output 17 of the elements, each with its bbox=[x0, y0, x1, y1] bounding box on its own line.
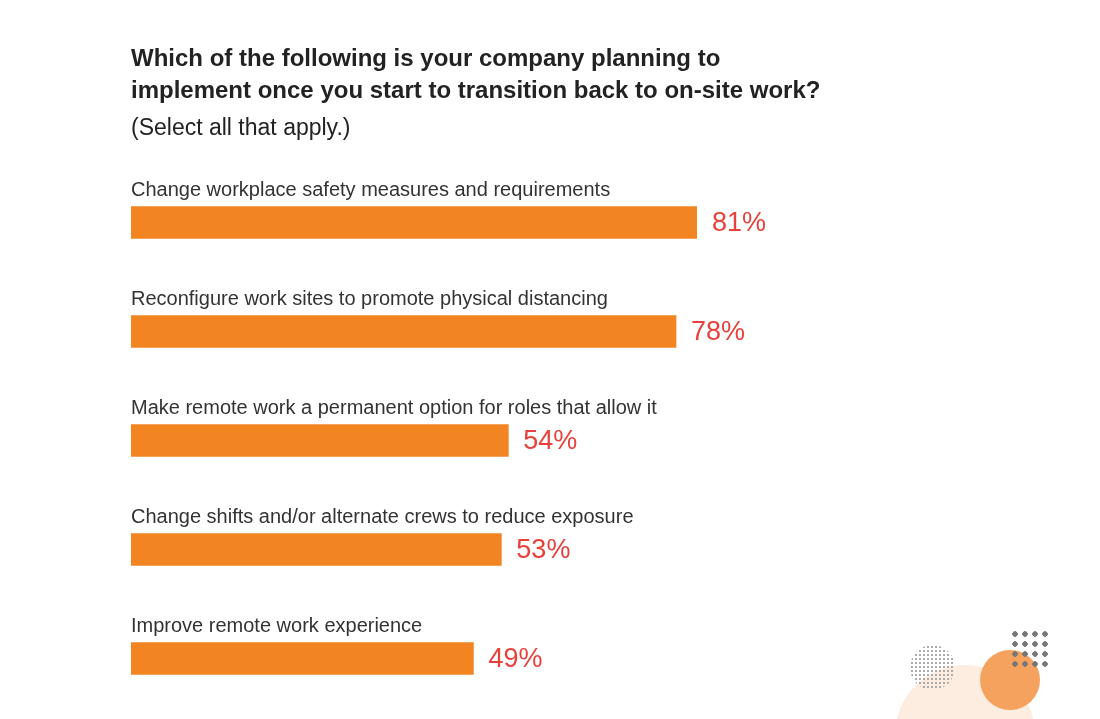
chart-subtitle: (Select all that apply.) bbox=[131, 114, 351, 141]
chart-title: Which of the following is your company planning to implement once you start to transition back to on-site work? bbox=[131, 43, 822, 105]
bar bbox=[131, 206, 697, 239]
y-tick-label: Reconfigure work sites to promote physical distancing bbox=[131, 286, 608, 309]
y-tick-label: Change shifts and/or alternate crews to reduce exposure bbox=[131, 504, 634, 527]
y-tick-label: Change workplace safety measures and requirements bbox=[131, 177, 611, 200]
y-tick-label: Improve remote work experience bbox=[131, 613, 423, 636]
data-label: 78% bbox=[691, 315, 746, 346]
bar bbox=[131, 315, 677, 348]
data-label: 81% bbox=[712, 206, 767, 237]
data-label: 53% bbox=[516, 533, 571, 564]
data-label: 54% bbox=[523, 424, 578, 455]
bar bbox=[131, 424, 509, 457]
data-label: 49% bbox=[488, 642, 543, 673]
bar bbox=[131, 533, 502, 566]
bar bbox=[131, 642, 474, 675]
y-tick-label: Make remote work a permanent option for roles that allow it bbox=[131, 395, 658, 418]
